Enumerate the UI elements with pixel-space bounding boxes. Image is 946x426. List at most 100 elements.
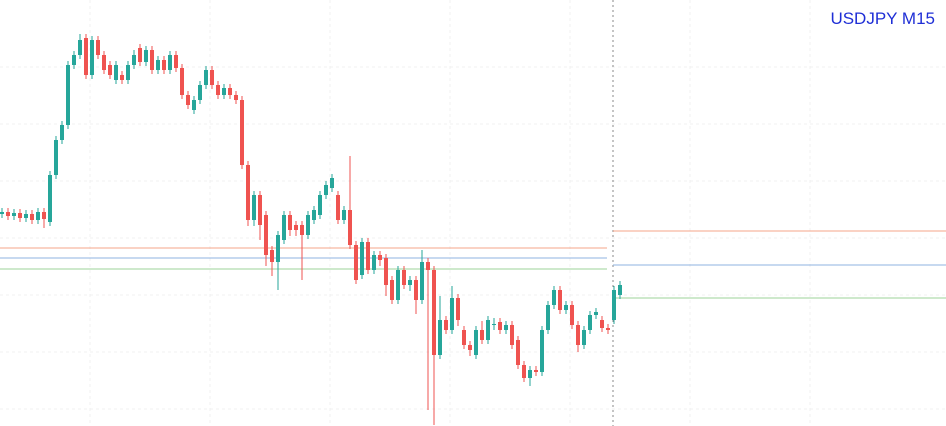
candle-body (48, 175, 52, 222)
candle-body (192, 100, 196, 110)
candle-body (486, 320, 490, 340)
candle-body (240, 100, 244, 165)
candle-body (606, 328, 610, 330)
candle-body (510, 325, 514, 345)
candle-body (60, 125, 64, 140)
candle-body (534, 370, 538, 372)
candle-body (420, 262, 424, 300)
candle-body (162, 60, 166, 70)
candle-body (468, 345, 472, 350)
candle-body (186, 95, 190, 105)
candle-body (282, 215, 286, 240)
candle-body (456, 298, 460, 320)
candle-body (300, 225, 304, 235)
candle-body (78, 40, 82, 55)
candle-body (18, 213, 22, 218)
candle-body (600, 320, 604, 328)
candle-body (270, 250, 274, 262)
candle-body (462, 330, 466, 345)
candle-body (618, 285, 622, 295)
candle-body (168, 55, 172, 70)
candle-body (318, 195, 322, 215)
candle-body (414, 280, 418, 300)
candle-body (234, 95, 238, 100)
candle-body (0, 212, 4, 214)
candle-body (246, 165, 250, 220)
candle-body (528, 370, 532, 378)
candle-body (432, 270, 436, 355)
candle-body (24, 214, 28, 218)
candle-body (150, 50, 154, 70)
candle-body (102, 55, 106, 70)
candle-body (492, 324, 496, 325)
candle-body (522, 365, 526, 378)
candle-body (570, 305, 574, 325)
candle-body (294, 225, 298, 230)
candle-body (480, 330, 484, 340)
candle-body (228, 88, 232, 95)
candle-body (372, 255, 376, 270)
candle-body (114, 65, 118, 80)
candle-body (564, 305, 568, 310)
candle-body (96, 40, 100, 55)
candle-body (330, 178, 334, 188)
candle-body (558, 290, 562, 310)
candle-body (324, 185, 328, 195)
candle-body (306, 215, 310, 235)
candle-body (54, 140, 58, 175)
candle-body (312, 210, 316, 220)
candle-body (438, 320, 442, 355)
candle-body (126, 65, 130, 80)
candle-body (378, 255, 382, 260)
candle-body (210, 70, 214, 85)
candle-body (36, 212, 40, 220)
candle-body (474, 330, 478, 355)
candle-body (402, 270, 406, 285)
candle-body (390, 280, 394, 300)
candle-body (426, 262, 430, 270)
candle-body (612, 290, 616, 320)
candle-body (384, 258, 388, 285)
candle-body (222, 88, 226, 95)
candle-body (336, 195, 340, 220)
candle-body (576, 325, 580, 345)
candle-body (588, 315, 592, 330)
candle-body (258, 195, 262, 225)
candle-body (156, 60, 160, 70)
candle-body (546, 305, 550, 330)
candle-body (204, 70, 208, 85)
candle-body (90, 40, 94, 75)
candle-body (132, 55, 136, 65)
candle-body (174, 55, 178, 68)
candle-body (144, 50, 148, 62)
chart-title: USDJPY M15 (830, 9, 935, 28)
candle-body (108, 65, 112, 75)
candle-body (72, 55, 76, 65)
candle-body (594, 312, 598, 315)
candle-body (264, 215, 268, 255)
candle-body (288, 215, 292, 230)
candle-body (252, 195, 256, 220)
candle-body (504, 325, 508, 330)
candle-body (12, 213, 16, 216)
candle-body (582, 330, 586, 345)
candle-body (84, 38, 88, 75)
candle-body (366, 242, 370, 270)
candle-body (450, 298, 454, 330)
candle-body (30, 214, 34, 220)
candle-body (198, 85, 202, 100)
candle-body (408, 280, 412, 285)
candle-body (66, 65, 70, 125)
candle-body (396, 270, 400, 300)
candle-body (180, 68, 184, 95)
candle-body (216, 85, 220, 95)
candle-body (276, 235, 280, 262)
candle-body (138, 48, 142, 62)
candle-body (516, 340, 520, 365)
candle-body (6, 212, 10, 216)
candle-body (354, 245, 358, 280)
candle-body (540, 330, 544, 372)
candle-body (498, 322, 502, 330)
